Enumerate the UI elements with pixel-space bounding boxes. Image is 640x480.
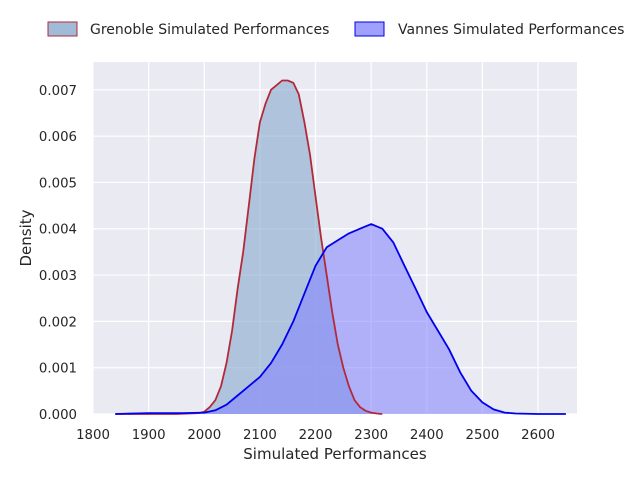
y-tick-label: 0.002 — [39, 315, 77, 330]
y-tick-label: 0.000 — [39, 408, 77, 423]
line-vannes — [115, 223, 566, 415]
series-lines — [115, 79, 566, 415]
y-tick-label: 0.006 — [39, 130, 77, 145]
x-tick-label: 2200 — [299, 428, 333, 443]
legend-label-vannes: Vannes Simulated Performances — [398, 22, 624, 38]
y-tick-label: 0.001 — [39, 362, 77, 377]
x-tick-label: 2400 — [410, 428, 444, 443]
y-tick-labels: 0.000 0.001 0.002 0.003 0.004 0.005 0.006 0.007 — [39, 84, 77, 423]
x-axis-label: Simulated Performances — [243, 445, 427, 463]
y-tick-label: 0.003 — [39, 269, 77, 284]
x-tick-label: 2300 — [354, 428, 388, 443]
area-vannes — [115, 224, 566, 414]
y-axis-label: Density — [17, 209, 35, 266]
x-tick-label: 1800 — [76, 428, 110, 443]
line-grenoble — [115, 79, 383, 415]
x-tick-label: 2000 — [187, 428, 221, 443]
legend-swatch-vannes — [354, 21, 385, 37]
x-tick-label: 2600 — [521, 428, 555, 443]
legend-swatch-grenoble — [47, 21, 78, 37]
x-tick-label: 2500 — [466, 428, 500, 443]
y-tick-label: 0.005 — [39, 176, 77, 191]
x-tick-label: 1900 — [132, 428, 166, 443]
legend: Grenoble Simulated Performances Vannes S… — [47, 21, 624, 38]
legend-label-grenoble: Grenoble Simulated Performances — [90, 22, 329, 38]
series-areas — [115, 80, 566, 414]
y-tick-label: 0.004 — [39, 223, 77, 238]
x-tick-label: 2100 — [243, 428, 277, 443]
x-tick-labels: 1800 1900 2000 2100 2200 2300 2400 2500 2600 — [76, 428, 555, 443]
y-tick-label: 0.007 — [39, 84, 77, 99]
